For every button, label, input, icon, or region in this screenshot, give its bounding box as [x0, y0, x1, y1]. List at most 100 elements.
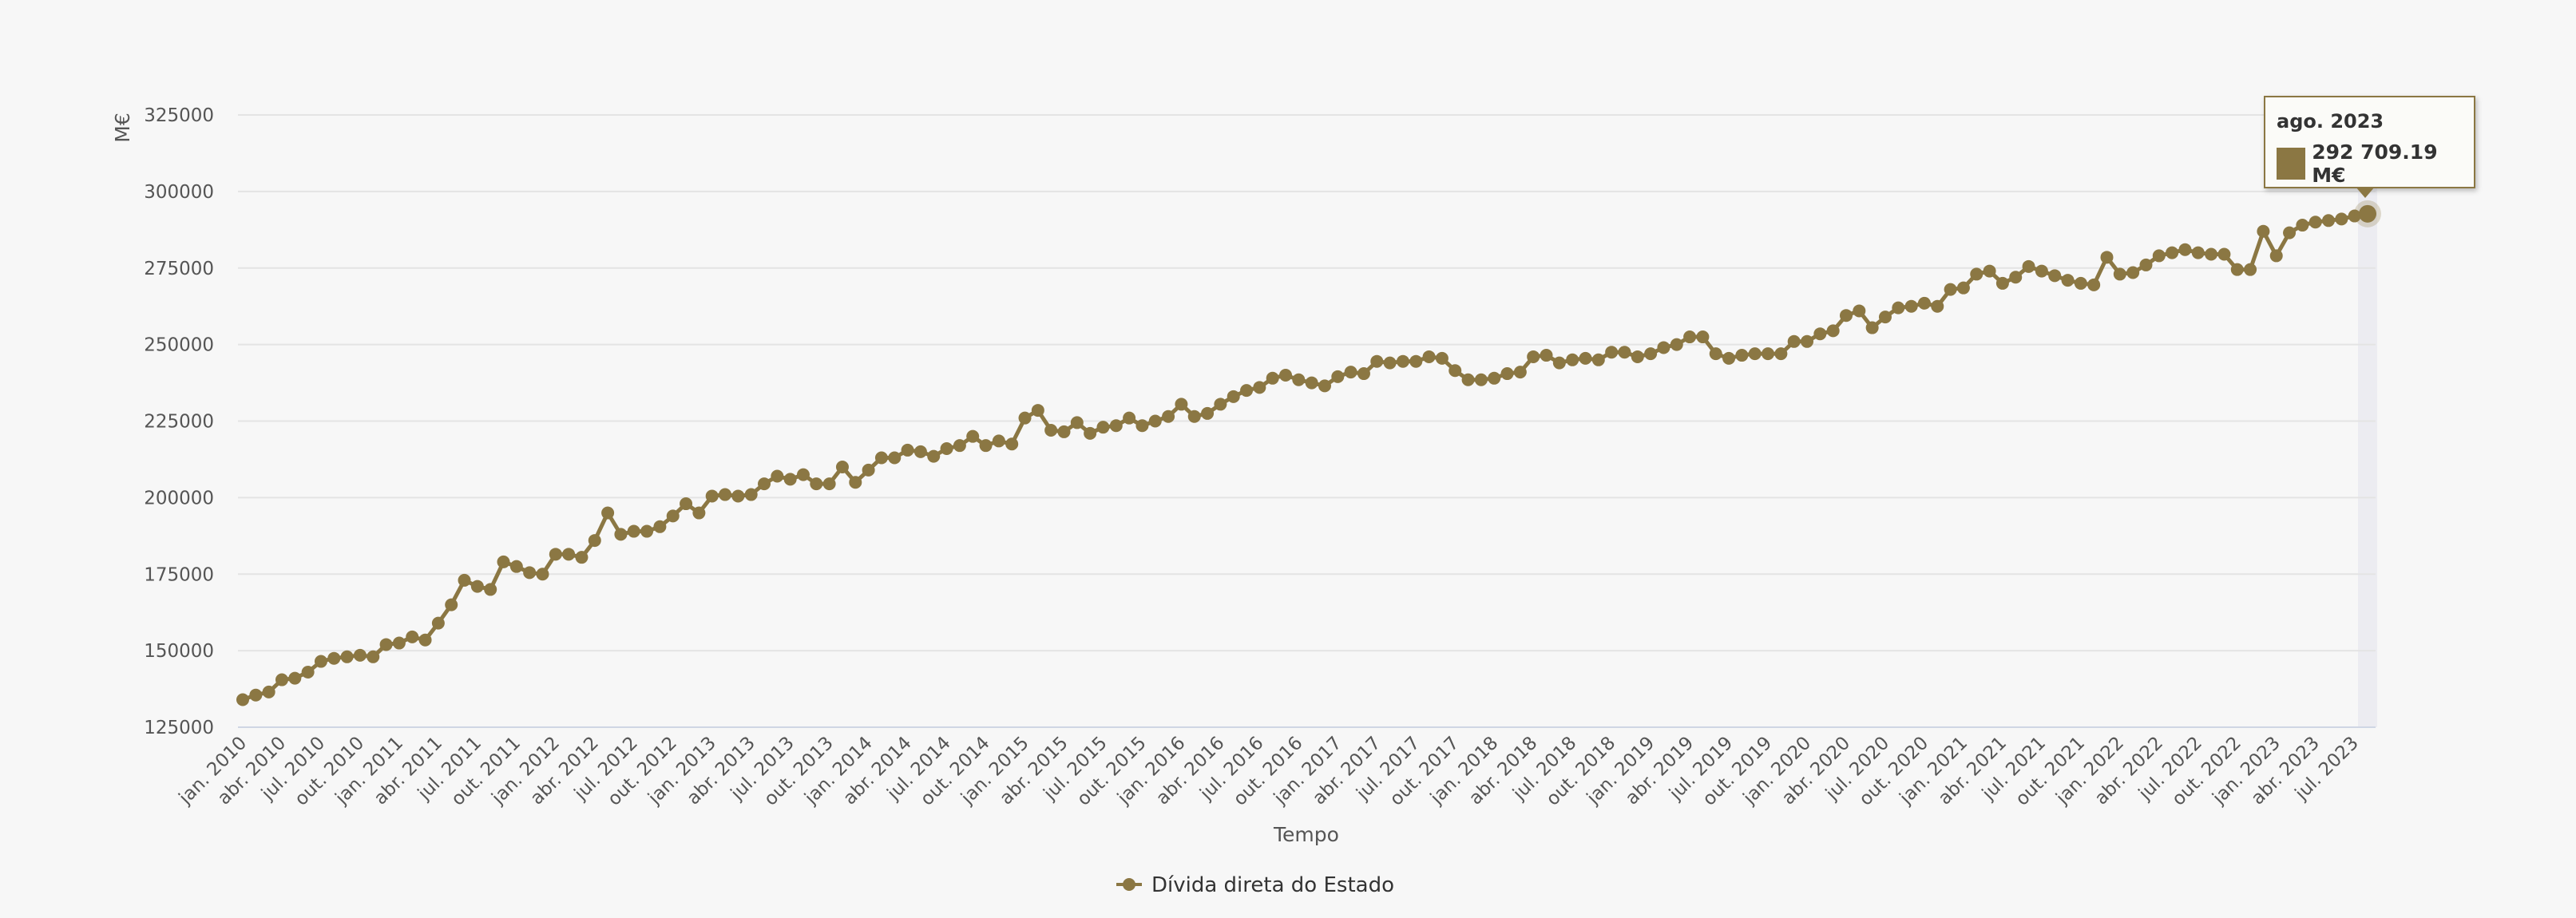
data-point[interactable]: [2061, 274, 2075, 287]
data-point[interactable]: [484, 583, 497, 596]
data-point[interactable]: [783, 473, 797, 486]
data-point[interactable]: [640, 524, 654, 538]
data-point[interactable]: [588, 534, 601, 548]
data-point[interactable]: [731, 489, 745, 503]
data-point[interactable]: [2335, 212, 2348, 226]
data-point[interactable]: [1762, 347, 1775, 361]
data-point[interactable]: [1552, 356, 1566, 370]
data-point[interactable]: [1357, 367, 1370, 381]
data-point[interactable]: [1187, 410, 1201, 423]
data-point[interactable]: [1878, 311, 1892, 324]
data-point[interactable]: [1513, 366, 1527, 379]
data-point[interactable]: [2009, 271, 2023, 284]
data-point[interactable]: [1917, 296, 1931, 310]
data-point[interactable]: [1057, 425, 1071, 438]
data-point[interactable]: [1201, 406, 1215, 420]
data-point[interactable]: [627, 524, 640, 538]
data-point[interactable]: [1735, 349, 1749, 362]
data-point[interactable]: [1123, 411, 1136, 425]
data-point[interactable]: [666, 509, 680, 523]
data-point[interactable]: [1892, 301, 1905, 315]
data-point[interactable]: [2100, 251, 2114, 264]
data-point[interactable]: [680, 497, 693, 511]
data-point[interactable]: [953, 439, 966, 453]
data-point[interactable]: [771, 469, 784, 483]
data-point[interactable]: [2074, 276, 2087, 290]
data-point[interactable]: [1748, 347, 1762, 361]
data-point[interactable]: [509, 560, 523, 573]
data-point[interactable]: [1904, 299, 1918, 313]
data-point[interactable]: [614, 528, 628, 541]
data-point[interactable]: [1292, 373, 1306, 386]
data-point[interactable]: [2269, 249, 2283, 263]
data-point[interactable]: [2230, 263, 2244, 276]
data-point[interactable]: [940, 442, 953, 456]
data-point[interactable]: [2126, 266, 2140, 279]
data-point[interactable]: [1109, 419, 1123, 433]
data-point[interactable]: [849, 476, 862, 489]
data-point[interactable]: [1853, 304, 1866, 318]
data-point[interactable]: [810, 477, 823, 491]
data-point[interactable]: [1605, 346, 1619, 359]
data-point[interactable]: [327, 651, 341, 665]
data-point[interactable]: [979, 439, 993, 453]
data-point[interactable]: [2022, 259, 2035, 273]
data-point[interactable]: [1148, 414, 1162, 428]
data-point[interactable]: [1696, 330, 1710, 344]
data-point[interactable]: [1579, 351, 1592, 365]
data-point[interactable]: [2217, 247, 2231, 261]
data-point[interactable]: [1070, 416, 1084, 429]
data-point[interactable]: [523, 566, 537, 580]
data-point[interactable]: [445, 598, 458, 611]
data-point[interactable]: [1566, 353, 1579, 366]
data-point[interactable]: [497, 555, 510, 568]
data-point[interactable]: [966, 429, 980, 443]
data-point[interactable]: [1826, 324, 1840, 338]
data-point[interactable]: [1995, 276, 2009, 290]
data-point[interactable]: [1657, 341, 1670, 354]
data-point[interactable]: [236, 693, 249, 706]
data-point[interactable]: [2322, 214, 2336, 228]
data-point[interactable]: [1787, 334, 1801, 348]
data-point[interactable]: [2296, 219, 2309, 232]
data-point[interactable]: [1422, 350, 1436, 363]
data-point[interactable]: [992, 434, 1005, 448]
data-point[interactable]: [1331, 370, 1345, 383]
data-point[interactable]: [1279, 368, 1293, 382]
data-point[interactable]: [379, 638, 393, 651]
data-point[interactable]: [1500, 367, 1514, 381]
data-point[interactable]: [927, 449, 941, 463]
data-point[interactable]: [653, 520, 667, 533]
data-point[interactable]: [1865, 321, 1879, 334]
data-point[interactable]: [1618, 346, 1631, 359]
data-point[interactable]: [458, 573, 471, 587]
data-point[interactable]: [1266, 371, 1279, 385]
legend[interactable]: Dívida direta do Estado: [1116, 873, 1394, 897]
data-point[interactable]: [288, 671, 302, 685]
data-point[interactable]: [2244, 263, 2257, 276]
data-point[interactable]: [1970, 267, 1984, 281]
data-point[interactable]: [1409, 354, 1423, 368]
data-point[interactable]: [2205, 247, 2218, 261]
data-point[interactable]: [431, 616, 445, 630]
data-point[interactable]: [562, 548, 576, 561]
data-point[interactable]: [1135, 419, 1149, 433]
data-point[interactable]: [575, 551, 589, 564]
data-point[interactable]: [862, 463, 875, 477]
data-point[interactable]: [1305, 376, 1318, 390]
data-point[interactable]: [1722, 351, 1736, 365]
data-point[interactable]: [367, 650, 380, 663]
data-point[interactable]: [1944, 283, 1957, 296]
data-point[interactable]: [1162, 410, 1175, 423]
data-point[interactable]: [301, 665, 315, 679]
data-point[interactable]: [758, 477, 771, 491]
data-point[interactable]: [1631, 350, 1644, 363]
data-point[interactable]: [901, 443, 914, 457]
data-point[interactable]: [1461, 373, 1475, 386]
data-point[interactable]: [2308, 216, 2322, 229]
data-point[interactable]: [1774, 347, 1788, 361]
data-point[interactable]: [1435, 351, 1449, 365]
data-point[interactable]: [719, 488, 732, 501]
data-point[interactable]: [1813, 327, 1827, 341]
data-point[interactable]: [1044, 424, 1058, 437]
